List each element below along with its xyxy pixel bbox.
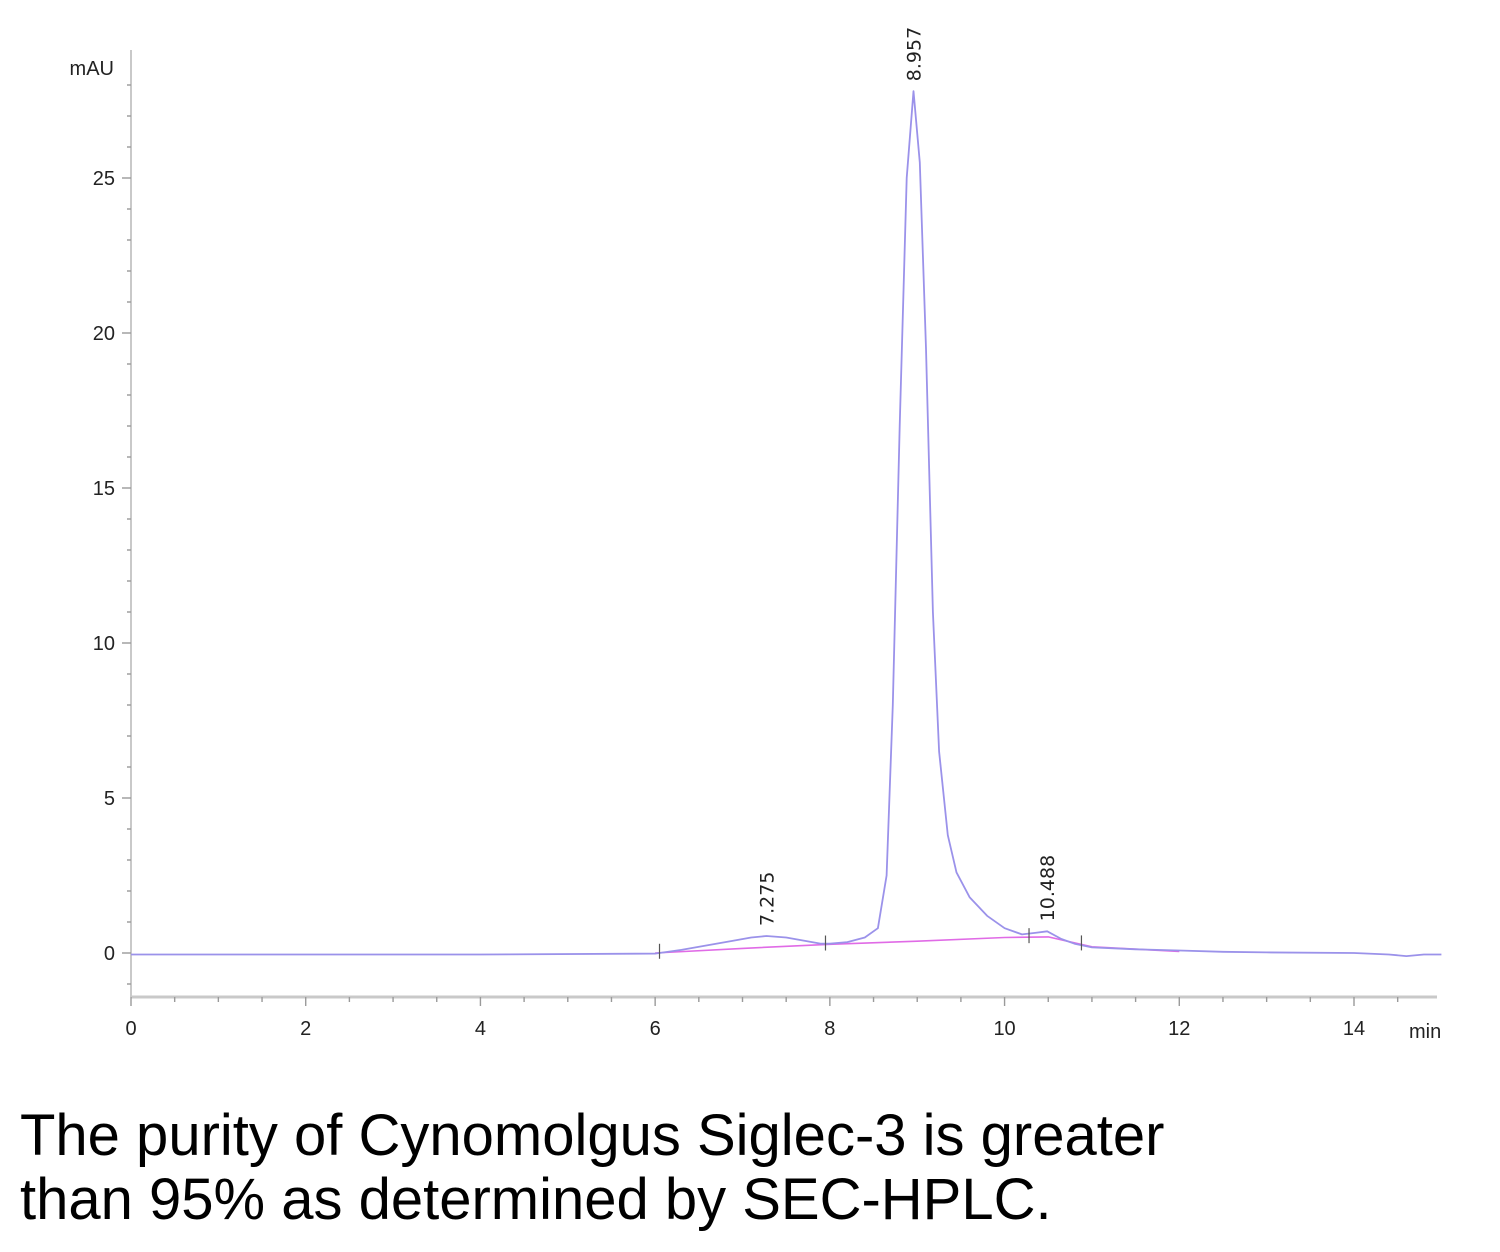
x-tick-label: 6 <box>650 1018 661 1040</box>
x-tick-label: 10 <box>993 1018 1015 1040</box>
y-tick-label: 0 <box>104 943 115 965</box>
figure-caption: The purity of Cynomolgus Siglec-3 is gre… <box>20 1104 1480 1232</box>
x-tick-label: 14 <box>1343 1018 1365 1040</box>
y-tick-label: 20 <box>93 323 115 345</box>
peak-label: 8.957 <box>903 27 925 81</box>
x-tick-label: 4 <box>475 1018 486 1040</box>
peak-label: 10.488 <box>1037 855 1059 921</box>
y-tick-label: 25 <box>93 168 115 190</box>
chromatogram-chart: 0 5 10 15 20 25 0 2 4 6 8 10 12 14 mAU min 7.275 8.957 10… <box>70 27 1442 1043</box>
x-tick-label: 8 <box>824 1018 835 1040</box>
series-group <box>131 90 1442 959</box>
tick-labels: 0 5 10 15 20 25 0 2 4 6 8 10 12 14 mAU min <box>70 58 1442 1043</box>
peak-label: 7.275 <box>757 872 779 926</box>
caption-line-2: than 95% as determined by SEC-HPLC. <box>20 1167 1052 1232</box>
x-tick-label: 0 <box>125 1018 136 1040</box>
y-tick-label: 5 <box>104 788 115 810</box>
x-tick-label: 2 <box>300 1018 311 1040</box>
y-axis-unit-label: mAU <box>70 58 114 80</box>
caption-line-1: The purity of Cynomolgus Siglec-3 is gre… <box>20 1103 1165 1168</box>
signal-series-line <box>131 90 1442 957</box>
axes <box>122 50 1437 1006</box>
baseline-series-line <box>655 936 1180 954</box>
x-tick-label: 12 <box>1168 1018 1190 1040</box>
peak-labels: 7.275 8.957 10.488 <box>757 27 1060 926</box>
y-tick-label: 10 <box>93 633 115 655</box>
x-axis-unit-label: min <box>1409 1021 1441 1043</box>
y-tick-label: 15 <box>93 478 115 500</box>
